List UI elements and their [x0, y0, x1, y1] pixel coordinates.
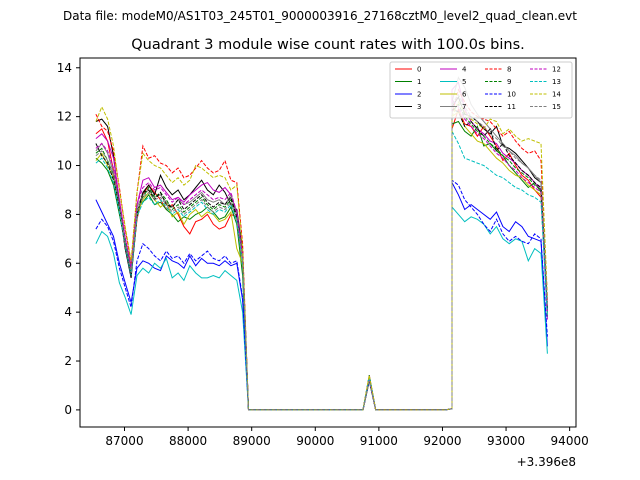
y-tick-label: 4 [64, 305, 72, 319]
series-line-14 [95, 100, 548, 411]
legend-label-15: 15 [552, 103, 561, 111]
legend-label-9: 9 [507, 78, 511, 86]
legend-label-3: 3 [417, 103, 421, 111]
x-tick-label: 91000 [360, 434, 398, 448]
y-tick-label: 6 [64, 256, 72, 270]
y-tick-label: 8 [64, 207, 72, 221]
legend-label-1: 1 [417, 78, 421, 86]
legend-label-0: 0 [417, 66, 421, 74]
y-tick-label: 2 [64, 354, 72, 368]
series-line-7 [95, 76, 548, 411]
legend-label-4: 4 [462, 66, 467, 74]
legend-label-12: 12 [552, 66, 561, 74]
y-axis: 0 2 4 6 8 10 12 14 [57, 61, 80, 417]
series-line-1 [95, 120, 548, 411]
x-axis-offset-label: +3.396e8 [517, 455, 576, 469]
series-line-2 [95, 182, 548, 411]
legend-label-2: 2 [417, 91, 421, 99]
series-line-6 [95, 111, 548, 411]
y-tick-label: 10 [57, 159, 72, 173]
legend-label-14: 14 [552, 91, 561, 99]
chart-title: Quadrant 3 module wise count rates with … [131, 37, 525, 53]
axes-frame [79, 57, 577, 428]
series-line-10 [95, 179, 548, 411]
y-tick-label: 14 [57, 61, 72, 75]
series-line-0 [95, 107, 548, 411]
series-line-5 [95, 205, 548, 411]
x-tick-label: 94000 [551, 434, 589, 448]
legend-label-11: 11 [507, 103, 516, 111]
legend-label-10: 10 [507, 91, 516, 99]
legend-label-8: 8 [507, 66, 511, 74]
series-layer [95, 76, 548, 411]
x-tick-label: 93000 [487, 434, 525, 448]
figure-suptitle: Data file: modeM0/AS1T03_245T01_90000039… [63, 9, 577, 23]
x-tick-label: 88000 [169, 434, 207, 448]
series-line-3 [95, 95, 548, 411]
legend-label-7: 7 [462, 103, 466, 111]
legend-label-5: 5 [462, 78, 466, 86]
series-line-8 [95, 88, 548, 411]
legend-box [389, 61, 573, 119]
x-axis: 87000 88000 89000 90000 91000 92000 93000 94000 [105, 427, 589, 448]
y-tick-label: 0 [64, 403, 72, 417]
y-tick-label: 12 [57, 110, 72, 124]
series-line-11 [95, 108, 548, 411]
x-tick-label: 87000 [105, 434, 143, 448]
series-line-9 [95, 103, 548, 411]
x-tick-label: 90000 [296, 434, 334, 448]
x-tick-label: 89000 [233, 434, 271, 448]
legend-label-6: 6 [462, 91, 467, 99]
series-line-13 [95, 131, 548, 411]
legend-label-13: 13 [552, 78, 561, 86]
x-tick-label: 92000 [423, 434, 461, 448]
